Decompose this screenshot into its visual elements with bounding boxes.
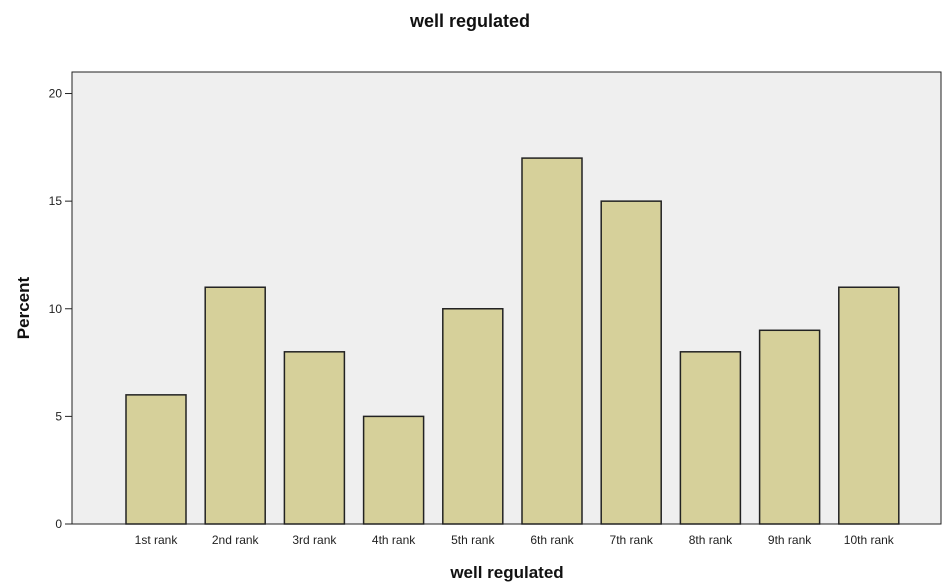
bar-6 <box>521 157 583 525</box>
y-tick-label: 0 <box>55 517 62 531</box>
x-tick-label: 2nd rank <box>212 533 260 547</box>
y-axis-label: Percent <box>14 276 33 339</box>
bars <box>125 157 900 525</box>
x-tick-label: 4th rank <box>372 533 416 547</box>
x-tick-label: 1st rank <box>135 533 179 547</box>
bar-2 <box>204 286 266 525</box>
x-tick-label: 5th rank <box>451 533 495 547</box>
bar-10 <box>838 286 900 525</box>
y-axis: 0 5 10 15 20 <box>49 87 72 531</box>
x-tick-label: 10th rank <box>844 533 895 547</box>
x-tick-label: 8th rank <box>689 533 733 547</box>
bar-5 <box>442 308 504 525</box>
bar-1 <box>125 394 187 525</box>
bar-3 <box>283 351 346 525</box>
x-tick-label: 7th rank <box>610 533 654 547</box>
y-tick-label: 20 <box>49 87 63 101</box>
x-tick-label: 3rd rank <box>292 533 337 547</box>
y-tick-label: 5 <box>55 409 62 423</box>
x-axis: 1st rank 2nd rank 3rd rank 4th rank 5th rank… <box>135 533 895 547</box>
y-tick-label: 10 <box>49 302 63 316</box>
chart-title: well regulated <box>409 11 530 31</box>
bar-8 <box>679 351 742 525</box>
bar-7 <box>600 200 662 525</box>
y-tick-label: 15 <box>49 194 63 208</box>
bar-4 <box>362 415 425 525</box>
x-tick-label: 6th rank <box>530 533 574 547</box>
bar-9 <box>758 329 821 525</box>
x-axis-label: well regulated <box>449 563 563 582</box>
x-tick-label: 9th rank <box>768 533 812 547</box>
